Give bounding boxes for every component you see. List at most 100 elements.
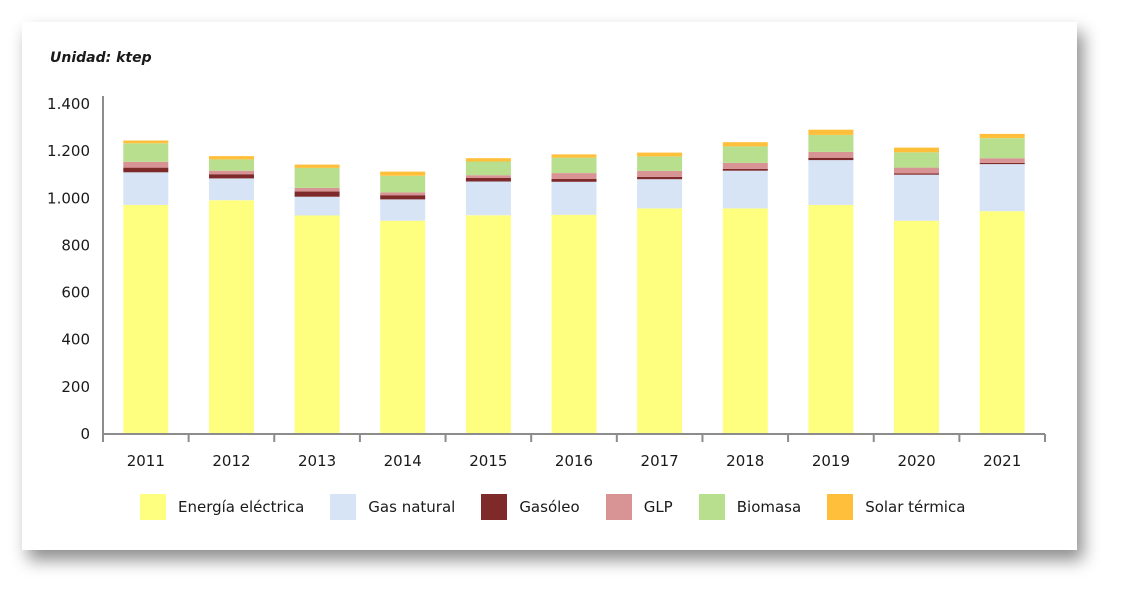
- bar-2012-series-0: [209, 200, 254, 434]
- legend-item: Biomasa: [698, 494, 802, 520]
- legend-item: GLP: [605, 494, 673, 520]
- bar-2012-series-2: [209, 174, 254, 179]
- bar-2011-series-2: [123, 167, 169, 173]
- bar-2013-series-3: [294, 187, 340, 192]
- bar-2015-series-5: [465, 158, 511, 162]
- bar-2019-series-2: [808, 157, 854, 161]
- legend-swatch: [140, 494, 166, 520]
- bar-2019-series-1: [808, 160, 854, 205]
- bar-2012-series-1: [209, 178, 254, 201]
- bar-2013-series-2: [294, 191, 340, 197]
- bar-2016-series-1: [551, 181, 597, 215]
- x-tick-label: 2016: [555, 452, 593, 470]
- bar-2020-series-2: [894, 173, 939, 175]
- bar-2015-series-4: [465, 161, 511, 176]
- bar-2014-series-0: [380, 220, 426, 434]
- bar-2016-series-3: [551, 173, 597, 179]
- bar-2017-series-5: [637, 152, 683, 157]
- x-tick-label: 2015: [469, 452, 507, 470]
- y-tick-label: 0: [80, 425, 90, 443]
- x-tick-label: 2012: [212, 452, 250, 470]
- bar-2020-series-3: [894, 167, 939, 174]
- bar-2020-series-5: [894, 147, 939, 153]
- unit-label: Unidad: ktep: [50, 50, 152, 66]
- bar-2012-series-3: [209, 170, 254, 175]
- bar-2013-series-5: [294, 164, 340, 168]
- y-tick-label: 1.000: [47, 189, 90, 207]
- bar-2018-series-5: [722, 142, 768, 147]
- bar-2020-series-0: [894, 220, 939, 434]
- x-tick-label: 2011: [127, 452, 165, 470]
- y-tick-label: 1.200: [47, 142, 90, 160]
- bar-2012-series-4: [209, 159, 254, 171]
- bar-2014-series-2: [380, 195, 426, 200]
- bar-2017-series-2: [637, 176, 683, 180]
- bar-2015-series-2: [465, 178, 511, 182]
- legend-swatch: [698, 494, 725, 520]
- bar-2017-series-1: [637, 179, 683, 209]
- y-tick-label: 1.400: [47, 95, 90, 113]
- legend-label: Energía eléctrica: [178, 498, 305, 516]
- legend-label: Gas natural: [368, 498, 456, 516]
- bar-2014-series-4: [380, 175, 426, 193]
- bar-2011-series-5: [123, 140, 169, 144]
- bar-2011-series-3: [123, 161, 169, 168]
- bar-2017-series-0: [637, 208, 683, 434]
- bar-2014-series-5: [380, 171, 426, 176]
- bar-2014-series-1: [380, 199, 426, 221]
- legend-swatch: [481, 494, 508, 520]
- x-tick-label: 2017: [641, 452, 679, 470]
- bar-2021-series-4: [979, 138, 1025, 159]
- x-tick-label: 2013: [298, 452, 336, 470]
- bar-2016-series-2: [551, 179, 597, 182]
- bar-2019-series-0: [808, 204, 854, 434]
- legend-swatch: [827, 494, 854, 520]
- bar-2014-series-3: [380, 192, 426, 196]
- bar-2016-series-5: [551, 154, 597, 158]
- x-tick-label: 2014: [384, 452, 422, 470]
- bar-2019-series-5: [808, 129, 854, 135]
- bar-2013-series-0: [294, 215, 340, 434]
- bar-2013-series-1: [294, 196, 340, 216]
- bar-2016-series-0: [551, 214, 597, 434]
- y-tick-label: 800: [61, 236, 90, 254]
- y-tick-label: 400: [61, 331, 90, 349]
- y-tick-label: 200: [61, 378, 90, 396]
- x-tick-label: 2021: [983, 452, 1021, 470]
- bar-2017-series-4: [637, 156, 683, 171]
- x-tick-label: 2018: [726, 452, 764, 470]
- bar-2018-series-3: [722, 162, 768, 169]
- y-tick-label: 600: [61, 284, 90, 302]
- bar-2011-series-4: [123, 143, 169, 162]
- bar-2017-series-3: [637, 170, 683, 177]
- bar-2020-series-4: [894, 152, 939, 168]
- bar-2021-series-1: [979, 164, 1025, 212]
- bar-2011-series-0: [123, 204, 169, 434]
- bar-2018-series-1: [722, 170, 768, 209]
- bar-2020-series-1: [894, 174, 939, 221]
- legend-item: Gasóleo: [481, 494, 580, 520]
- x-tick-label: 2019: [812, 452, 850, 470]
- bar-2021-series-3: [979, 158, 1025, 163]
- bar-2015-series-1: [465, 181, 511, 216]
- legend-label: Solar térmica: [865, 498, 966, 516]
- legend-label: GLP: [643, 498, 673, 516]
- bar-2021-series-0: [979, 211, 1025, 434]
- bar-2019-series-3: [808, 151, 854, 158]
- bar-2018-series-0: [722, 208, 768, 434]
- legend-label: Gasóleo: [519, 498, 580, 516]
- bar-2021-series-5: [979, 133, 1025, 139]
- bar-2013-series-4: [294, 167, 340, 188]
- legend-item: Energía eléctrica: [140, 494, 304, 520]
- legend: Energía eléctrica Gas natural Gasóleo GLP Bi…: [140, 494, 991, 520]
- legend-item: Gas natural: [330, 494, 455, 520]
- bar-2018-series-2: [722, 168, 768, 171]
- bar-2015-series-0: [465, 215, 511, 434]
- legend-label: Biomasa: [736, 498, 802, 516]
- bar-2021-series-2: [979, 162, 1025, 165]
- bar-2018-series-4: [722, 146, 768, 163]
- bar-2019-series-4: [808, 134, 854, 152]
- bar-2016-series-4: [551, 157, 597, 173]
- legend-swatch: [605, 494, 632, 520]
